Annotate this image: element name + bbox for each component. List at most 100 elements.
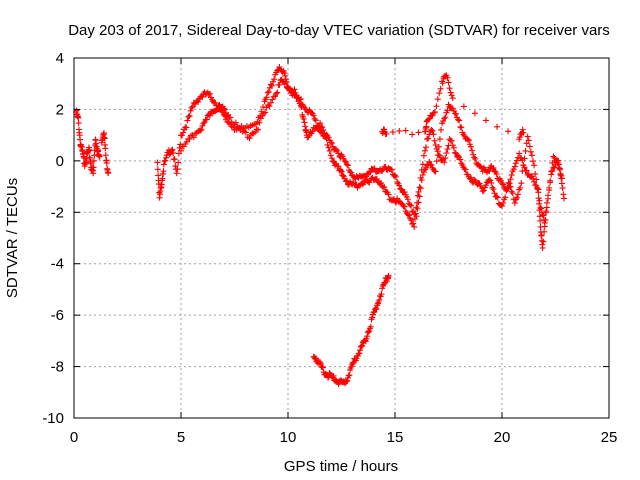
data-point — [271, 76, 278, 83]
data-point — [401, 203, 408, 210]
data-point — [298, 104, 305, 111]
data-point — [522, 147, 529, 154]
data-point — [460, 131, 467, 138]
data-point — [427, 161, 434, 168]
data-point — [449, 95, 456, 102]
data-point — [190, 134, 197, 141]
data-point — [398, 186, 405, 193]
data-point — [385, 272, 392, 279]
data-point — [556, 166, 563, 173]
data-point — [356, 350, 363, 357]
data-point — [75, 120, 82, 127]
data-point — [433, 158, 440, 165]
data-point — [425, 116, 432, 123]
data-point — [379, 282, 386, 289]
data-point — [359, 342, 366, 349]
data-point — [105, 170, 112, 177]
data-point — [257, 115, 264, 122]
data-point — [432, 168, 439, 175]
data-point — [221, 106, 228, 113]
data-point — [397, 185, 404, 192]
data-point — [337, 167, 344, 174]
data-point — [537, 217, 544, 224]
data-point — [444, 107, 451, 114]
data-point — [527, 148, 534, 155]
data-point — [101, 135, 108, 142]
y-tick-label: 2 — [56, 101, 64, 118]
data-point — [489, 184, 496, 191]
data-point — [471, 176, 478, 183]
data-point — [446, 85, 453, 92]
data-point — [526, 143, 533, 150]
data-point — [499, 180, 505, 187]
data-point — [90, 170, 97, 177]
data-point — [174, 166, 181, 173]
data-point — [335, 163, 342, 170]
data-point — [418, 166, 425, 173]
data-point — [521, 155, 528, 162]
data-point — [491, 190, 498, 197]
data-point — [414, 192, 421, 199]
data-point — [180, 143, 187, 150]
chart-title: Day 203 of 2017, Sidereal Day-to-day VTE… — [68, 22, 610, 39]
data-point — [328, 155, 335, 162]
y-tick-label: -10 — [42, 410, 64, 427]
data-point — [437, 85, 444, 92]
data-point — [476, 180, 483, 187]
data-point — [547, 179, 554, 186]
data-point — [327, 152, 334, 159]
data-point — [268, 82, 275, 89]
data-point — [425, 135, 432, 142]
data-point — [430, 109, 437, 116]
data-point — [96, 153, 103, 160]
data-point — [433, 103, 440, 110]
data-point — [560, 191, 567, 198]
data-point — [447, 89, 454, 96]
data-point — [388, 166, 395, 173]
data-point — [444, 146, 451, 153]
data-point — [176, 144, 183, 151]
y-axis-label: SDTVAR / TECUs — [4, 178, 21, 298]
data-point — [524, 133, 531, 140]
y-tick-label: -2 — [51, 204, 64, 221]
data-point — [154, 166, 161, 173]
data-point — [367, 323, 374, 330]
data-point — [343, 177, 350, 184]
data-point — [537, 223, 544, 230]
data-point — [411, 215, 418, 222]
data-point — [312, 117, 319, 124]
data-point — [86, 147, 93, 154]
data-point — [402, 127, 409, 134]
data-point — [509, 190, 516, 197]
data-point — [467, 174, 474, 181]
data-point — [462, 166, 469, 173]
data-point — [364, 333, 371, 340]
data-point — [528, 152, 535, 159]
data-point — [175, 159, 182, 166]
data-point — [364, 329, 371, 336]
data-point — [519, 168, 526, 175]
axis-ticks: 0 5 10 15 20 25 -10 -8 -6 -4 -2 0 2 4 — [42, 50, 617, 446]
data-point — [281, 70, 288, 77]
data-point — [432, 142, 439, 149]
data-point — [102, 145, 109, 152]
data-point — [234, 123, 241, 130]
data-point — [435, 152, 442, 159]
data-point — [173, 170, 180, 177]
data-point — [424, 136, 431, 143]
data-point — [75, 114, 82, 121]
y-tick-label: -8 — [51, 359, 64, 376]
data-point — [516, 150, 523, 157]
data-point — [227, 114, 234, 121]
data-point — [347, 168, 354, 175]
data-point — [319, 124, 326, 131]
data-point — [443, 150, 450, 157]
data-point — [264, 89, 271, 96]
y-tick-label: 4 — [56, 50, 64, 67]
data-point — [455, 152, 462, 159]
data-point — [507, 183, 514, 190]
data-point — [363, 335, 370, 342]
data-point — [457, 123, 464, 130]
data-point — [505, 128, 512, 135]
data-point — [345, 372, 352, 379]
